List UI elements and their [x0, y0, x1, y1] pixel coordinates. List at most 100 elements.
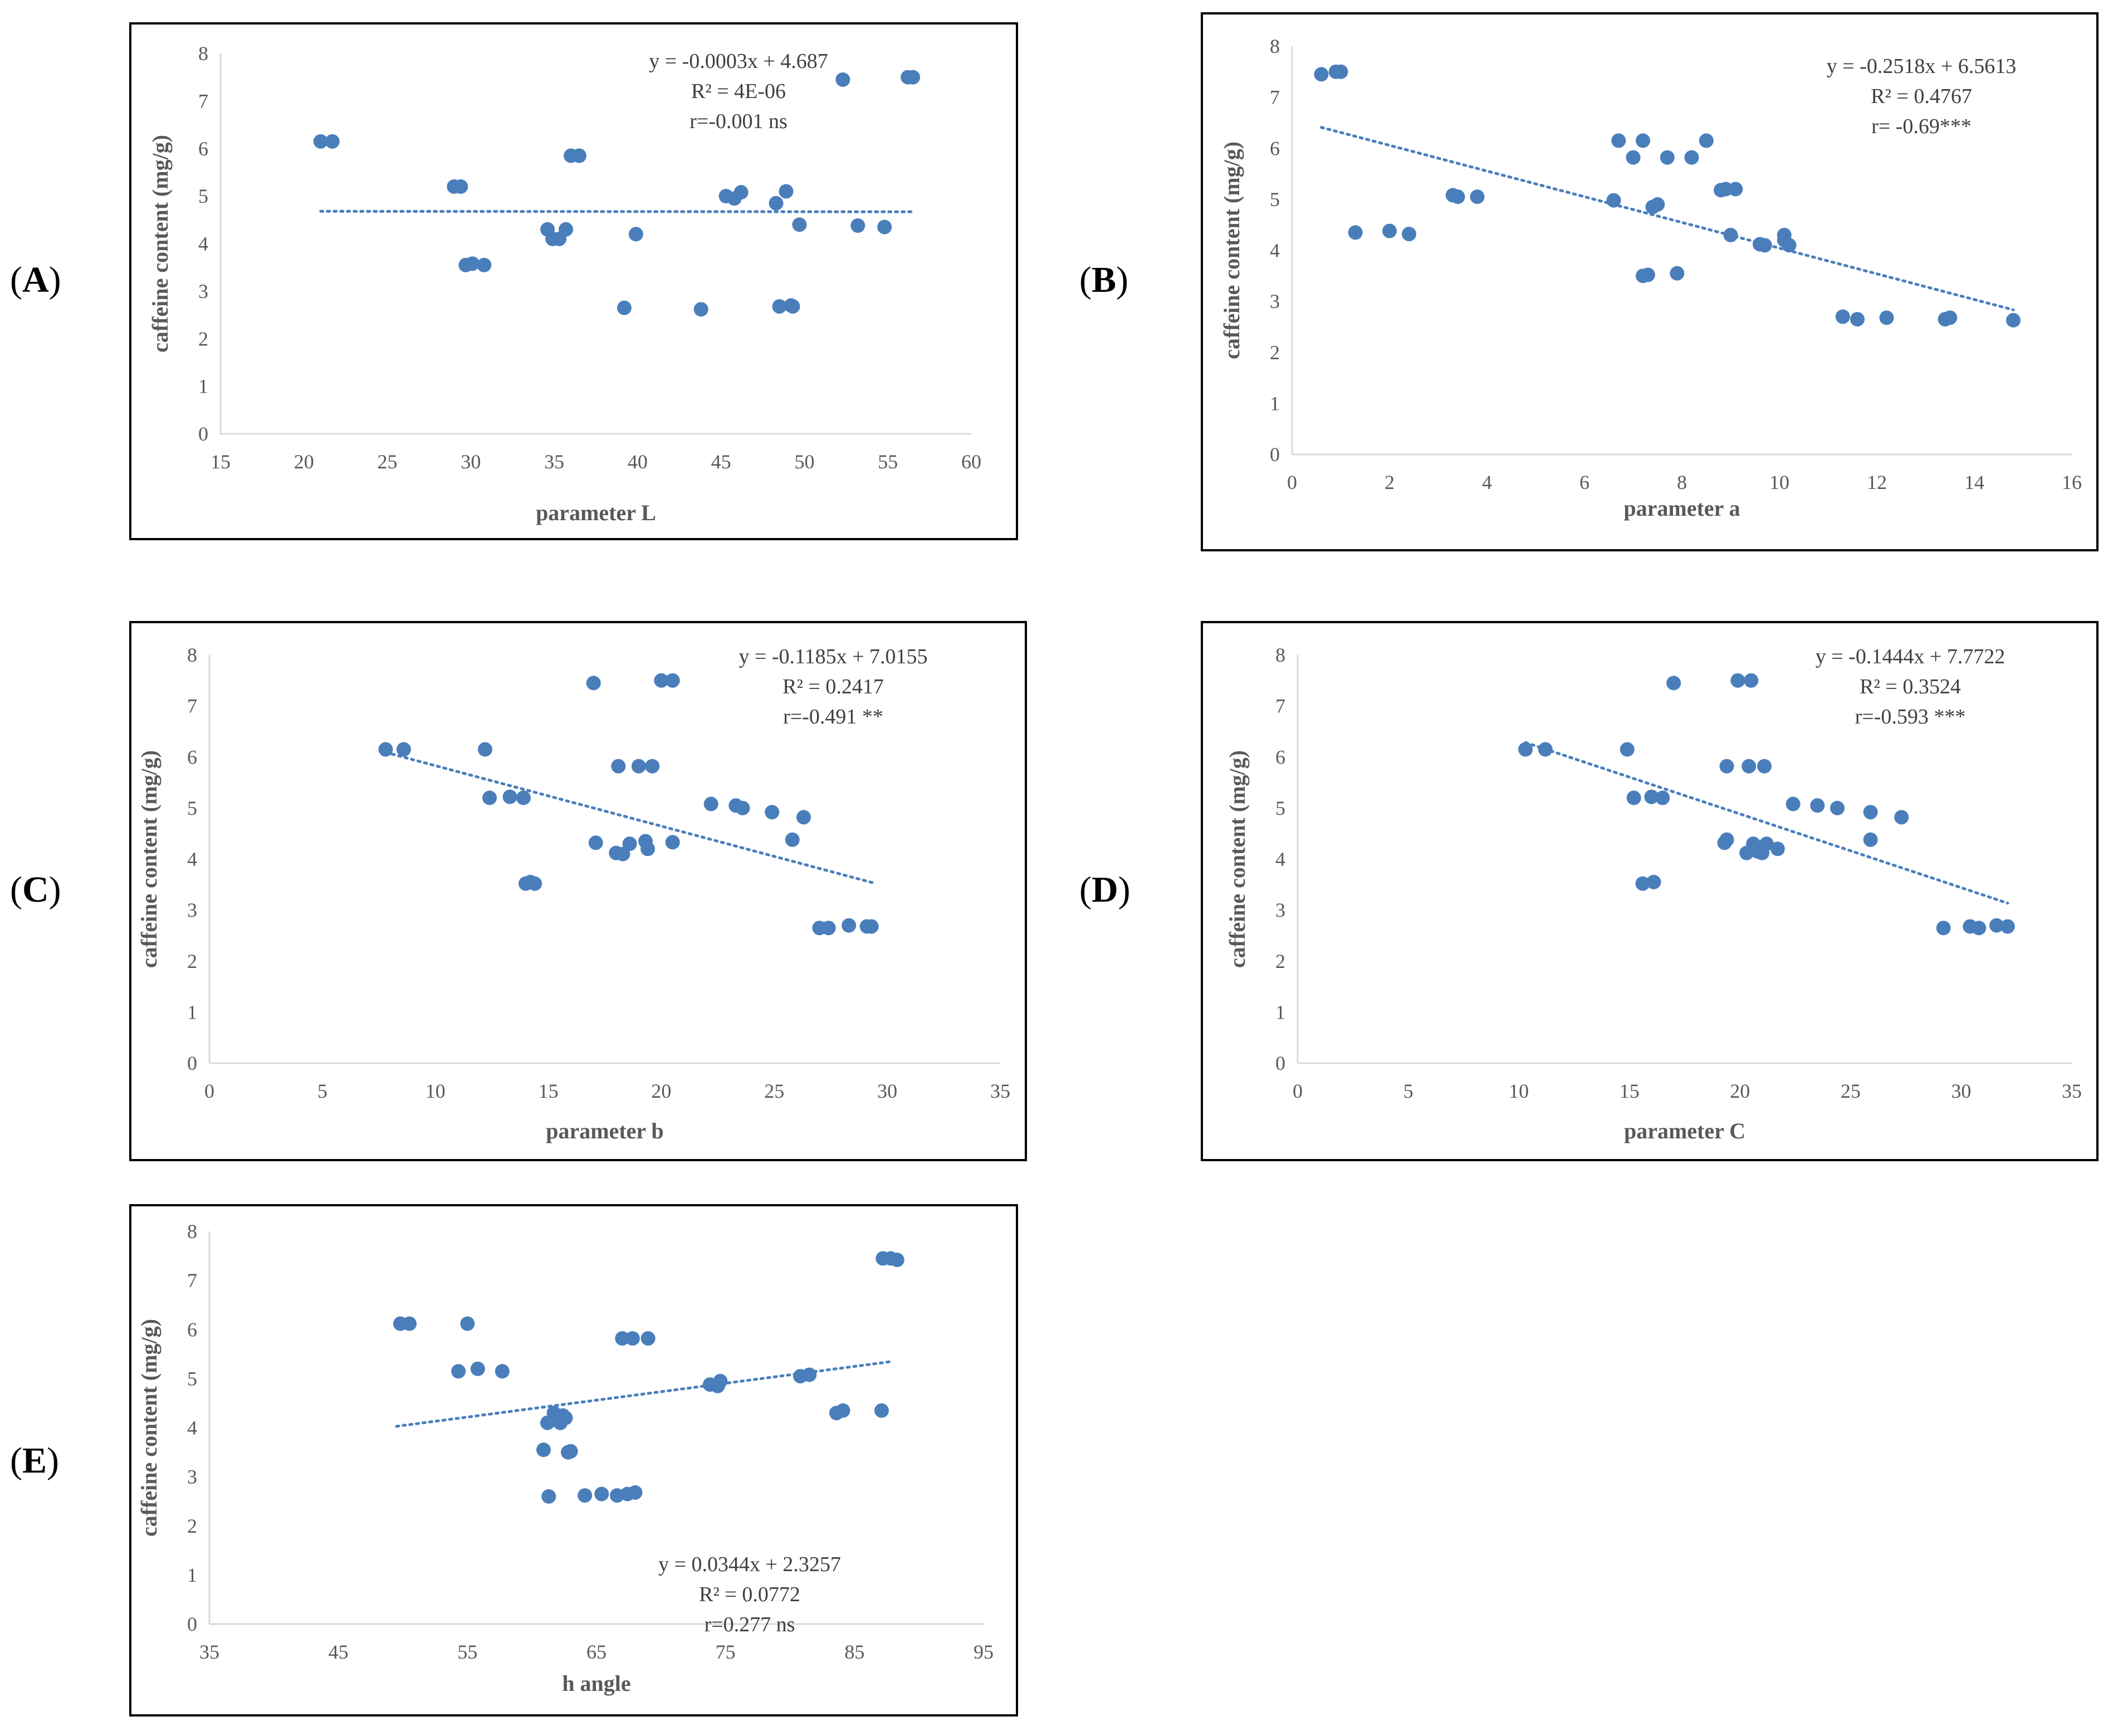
- y-tick-label: 5: [1275, 797, 1285, 819]
- data-point: [1666, 676, 1681, 691]
- data-point: [1863, 805, 1878, 820]
- data-point: [451, 1364, 466, 1379]
- data-point: [1972, 921, 1987, 936]
- y-tick-label: 8: [1270, 35, 1280, 57]
- regression-annotation: r=-0.001 ns: [689, 110, 788, 133]
- x-tick-label: 60: [961, 451, 981, 473]
- data-point: [558, 1410, 573, 1425]
- data-point: [765, 805, 780, 820]
- data-point: [572, 148, 587, 163]
- y-tick-label: 8: [1275, 644, 1285, 666]
- data-point: [864, 919, 879, 934]
- data-point: [453, 179, 468, 194]
- data-point: [779, 184, 794, 199]
- data-point: [1830, 800, 1845, 815]
- data-point: [495, 1364, 510, 1379]
- data-point: [1730, 673, 1745, 688]
- y-tick-label: 5: [187, 797, 197, 819]
- x-tick-label: 14: [1964, 471, 1984, 493]
- y-tick-label: 0: [187, 1052, 197, 1074]
- data-point: [842, 918, 857, 933]
- data-point: [1757, 759, 1772, 774]
- y-tick-label: 3: [1270, 290, 1280, 312]
- panel-label-b: (B): [1079, 260, 1128, 300]
- data-point: [1626, 150, 1641, 165]
- data-point: [1348, 225, 1363, 240]
- data-point: [693, 302, 708, 317]
- data-point: [1402, 227, 1416, 242]
- y-tick-label: 7: [187, 1269, 197, 1292]
- x-tick-label: 45: [329, 1641, 349, 1663]
- data-point: [1450, 189, 1465, 204]
- y-tick-label: 5: [1270, 188, 1280, 211]
- y-tick-label: 0: [187, 1613, 197, 1635]
- y-tick-label: 1: [198, 375, 208, 398]
- x-tick-label: 0: [1287, 471, 1297, 493]
- data-point: [850, 218, 865, 233]
- data-point: [460, 1316, 475, 1331]
- data-point: [1835, 309, 1850, 324]
- data-point: [1723, 228, 1738, 243]
- data-point: [594, 1486, 609, 1502]
- regression-annotation: y = -0.0003x + 4.687: [649, 50, 828, 73]
- data-point: [1719, 759, 1734, 774]
- y-tick-label: 4: [1270, 239, 1280, 262]
- y-tick-label: 8: [198, 42, 208, 65]
- regression-annotation: r=-0.491 **: [783, 705, 883, 728]
- data-point: [1728, 182, 1743, 197]
- chart-c: 0 1 2 3 4 5 6 7 8 0 5 10 15 20 25 30 35 parameter b caffei…: [129, 621, 1027, 1161]
- data-point: [1660, 150, 1675, 165]
- data-point: [1989, 918, 2004, 933]
- y-axis-title-a: caffeine content (mg/g): [148, 135, 173, 353]
- data-point: [906, 70, 921, 85]
- y-tick-label: 1: [1270, 392, 1280, 414]
- data-point: [477, 257, 492, 272]
- data-point: [835, 72, 850, 87]
- data-point: [889, 1253, 904, 1268]
- data-point: [1786, 796, 1801, 811]
- regression-annotation: R² = 0.2417: [782, 675, 884, 698]
- data-point: [625, 1331, 640, 1346]
- data-point: [1626, 790, 1641, 805]
- data-point: [588, 835, 603, 850]
- y-axis-title-b: caffeine content (mg/g): [1219, 141, 1244, 359]
- y-tick-label: 2: [198, 327, 208, 350]
- x-tick-label: 35: [199, 1641, 219, 1663]
- data-point: [735, 800, 750, 815]
- data-point: [785, 299, 800, 314]
- x-axis-title-c: parameter b: [546, 1118, 663, 1143]
- x-tick-label: 40: [628, 451, 648, 473]
- data-point: [1894, 810, 1909, 825]
- data-point: [733, 185, 749, 200]
- regression-annotation: R² = 4E-06: [691, 80, 786, 103]
- y-tick-label: 6: [187, 746, 197, 768]
- data-point: [586, 676, 601, 691]
- x-tick-label: 50: [794, 451, 814, 473]
- data-point: [1620, 742, 1635, 757]
- y-axis-title-c: caffeine content (mg/g): [136, 750, 162, 968]
- chart-a: 0 1 2 3 4 5 6 7 8 15 20 25 30 35 40 45 50 55 60 parameter L…: [129, 22, 1018, 540]
- x-axis-title-a: parameter L: [536, 500, 656, 525]
- x-tick-label: 10: [425, 1080, 446, 1102]
- y-tick-label: 7: [187, 695, 197, 717]
- data-point: [1518, 742, 1533, 757]
- data-point: [615, 1331, 630, 1346]
- data-point: [1863, 832, 1878, 847]
- y-tick-label: 5: [198, 185, 208, 207]
- y-tick-label: 3: [1275, 899, 1285, 921]
- y-tick-label: 1: [187, 1001, 197, 1023]
- data-point: [482, 790, 497, 805]
- y-tick-label: 6: [1275, 746, 1285, 768]
- data-point: [1646, 874, 1661, 889]
- y-tick-label: 7: [1270, 86, 1280, 109]
- data-point: [378, 742, 393, 757]
- data-point: [578, 1488, 593, 1503]
- trendline-c: [384, 751, 878, 886]
- x-tick-label: 85: [844, 1641, 864, 1663]
- regression-annotation: R² = 0.3524: [1860, 675, 1961, 698]
- data-point: [835, 1403, 850, 1418]
- y-tick-label: 8: [187, 644, 197, 666]
- y-tick-label: 4: [198, 233, 208, 255]
- x-tick-label: 2: [1385, 471, 1395, 493]
